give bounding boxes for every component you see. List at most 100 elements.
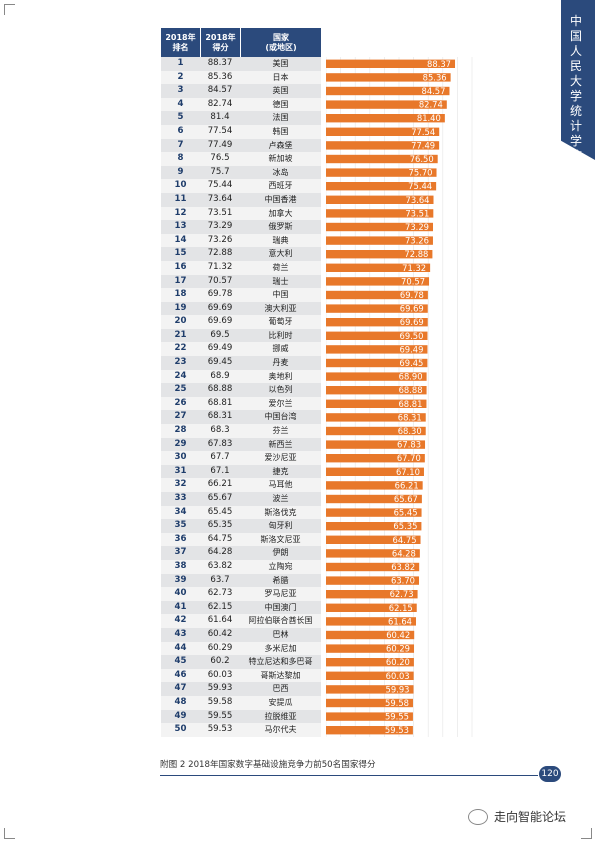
table-row: 13 73.29 俄罗斯 <box>161 220 321 234</box>
rank-cell: 14 <box>174 234 187 245</box>
bar-value-label: 68.30 <box>398 426 422 436</box>
score-cell: 82.74 <box>207 98 233 109</box>
score-cell: 88.37 <box>207 58 233 68</box>
rank-cell: 1 <box>177 58 184 68</box>
country-cell: 加拿大 <box>268 208 293 218</box>
rank-cell: 5 <box>177 112 184 123</box>
rank-cell: 49 <box>174 710 187 721</box>
table-row: 17 70.57 瑞士 <box>161 274 321 289</box>
bar <box>326 168 437 177</box>
country-cell: 阿拉伯联合酋长国 <box>248 616 313 626</box>
bar-value-label: 73.26 <box>405 236 429 246</box>
bar-value-label: 59.53 <box>385 725 409 735</box>
bar-value-label: 68.81 <box>398 399 422 409</box>
bar <box>326 399 427 408</box>
rank-cell: 20 <box>174 316 187 327</box>
score-cell: 69.49 <box>207 343 233 354</box>
bar <box>326 154 438 164</box>
bar-value-label: 75.70 <box>409 168 433 178</box>
rank-cell: 7 <box>177 139 184 150</box>
table-row: 29 67.83 新西兰 <box>161 437 321 452</box>
bar <box>326 263 431 272</box>
table-row: 44 60.29 多米尼加 <box>161 641 321 656</box>
table-row: 24 68.9 奥地利 <box>161 369 321 384</box>
rank-cell: 8 <box>177 153 184 164</box>
rank-cell: 30 <box>174 452 187 463</box>
country-cell: 斯洛伐克 <box>264 507 297 517</box>
country-header-line2: (或地区) <box>265 42 297 52</box>
country-cell: 希腊 <box>272 575 289 585</box>
country-cell: 韩国 <box>272 126 289 136</box>
country-cell: 瑞士 <box>272 276 289 286</box>
rank-cell: 12 <box>174 207 187 218</box>
bar-value-label: 60.42 <box>386 630 410 640</box>
rank-cell: 13 <box>174 221 187 232</box>
country-cell: 荷兰 <box>272 262 289 272</box>
bar-value-label: 72.88 <box>404 249 428 259</box>
rank-cell: 26 <box>174 397 187 408</box>
score-cell: 77.54 <box>207 125 233 136</box>
watermark-text: 走向智能论坛 <box>494 810 567 824</box>
table-row: 46 60.03 哥斯达黎加 <box>161 668 321 683</box>
bar-value-label: 60.29 <box>386 644 410 654</box>
country-cell: 以色列 <box>268 385 293 395</box>
table-row: 28 68.3 芬兰 <box>161 424 321 438</box>
bar <box>326 100 447 109</box>
table-row: 3 84.57 英国 <box>161 84 321 98</box>
bar <box>326 195 434 204</box>
bar-value-label: 73.29 <box>405 222 429 232</box>
table-row: 21 69.5 比利时 <box>161 328 321 343</box>
bar-value-label: 67.70 <box>397 453 421 463</box>
country-cell: 波兰 <box>272 494 289 503</box>
rank-cell: 25 <box>174 384 187 395</box>
score-cell: 69.5 <box>210 329 230 340</box>
rank-cell: 38 <box>174 560 187 571</box>
table-row: 43 60.42 巴林 <box>161 627 321 642</box>
bar <box>326 522 422 531</box>
crop-mark-bottom-right <box>581 828 592 839</box>
rank-cell: 6 <box>177 125 184 136</box>
rank-cell: 36 <box>174 533 187 544</box>
table-row: 42 61.64 阿拉伯联合酋长国 <box>161 614 321 628</box>
side-tab-label: 中国人民大学统计学院 <box>569 14 582 163</box>
country-cell: 中国澳门 <box>264 602 297 612</box>
score-bar-chart: 88.37 85.36 84.57 82.74 81.40 77.54 77.49 76.50… <box>326 57 473 737</box>
country-cell: 美国 <box>272 59 289 68</box>
rank-header-line1: 2018年 <box>165 32 196 42</box>
bar <box>326 358 428 368</box>
bar-value-label: 73.64 <box>406 195 430 205</box>
country-cell: 比利时 <box>268 330 293 340</box>
table-body: 1 88.37 美国 2 85.36 日本 3 84.57 英国 4 82.74 德国 5 81.4 法国 6… <box>161 57 321 737</box>
bar-value-label: 68.88 <box>399 385 423 395</box>
bar-value-label: 67.10 <box>396 467 420 477</box>
bar-value-label: 69.78 <box>400 290 424 300</box>
table-header: 2018年 排名 2018年 得分 国家 (或地区) <box>161 28 321 57</box>
bar <box>326 209 434 218</box>
bar <box>326 590 418 599</box>
score-cell: 60.42 <box>207 628 233 639</box>
score-cell: 68.9 <box>210 370 230 381</box>
score-cell: 68.88 <box>207 384 233 395</box>
table-row: 23 69.45 丹麦 <box>161 356 321 370</box>
bar <box>326 454 425 463</box>
score-cell: 73.26 <box>207 234 233 245</box>
score-cell: 64.75 <box>207 533 233 544</box>
country-cell: 爱沙尼亚 <box>264 453 297 463</box>
country-column-header: 国家 (或地区) <box>240 28 321 57</box>
table-row: 45 60.2 特立尼达和多巴哥 <box>161 655 321 669</box>
bar-value-label: 65.45 <box>394 508 418 518</box>
score-cell: 66.21 <box>207 479 233 490</box>
rank-cell: 23 <box>174 357 187 368</box>
score-header-line1: 2018年 <box>205 32 236 42</box>
rank-cell: 43 <box>174 628 187 639</box>
bar-value-label: 62.73 <box>390 589 414 599</box>
bar-value-label: 61.64 <box>388 616 412 626</box>
score-cell: 65.35 <box>207 520 233 531</box>
score-cell: 69.45 <box>207 357 233 368</box>
score-cell: 69.78 <box>207 289 233 300</box>
score-cell: 67.7 <box>210 452 230 463</box>
bar-value-label: 60.20 <box>386 657 410 667</box>
rank-cell: 11 <box>174 193 187 204</box>
rank-cell: 22 <box>174 343 187 354</box>
country-cell: 瑞典 <box>272 235 289 245</box>
